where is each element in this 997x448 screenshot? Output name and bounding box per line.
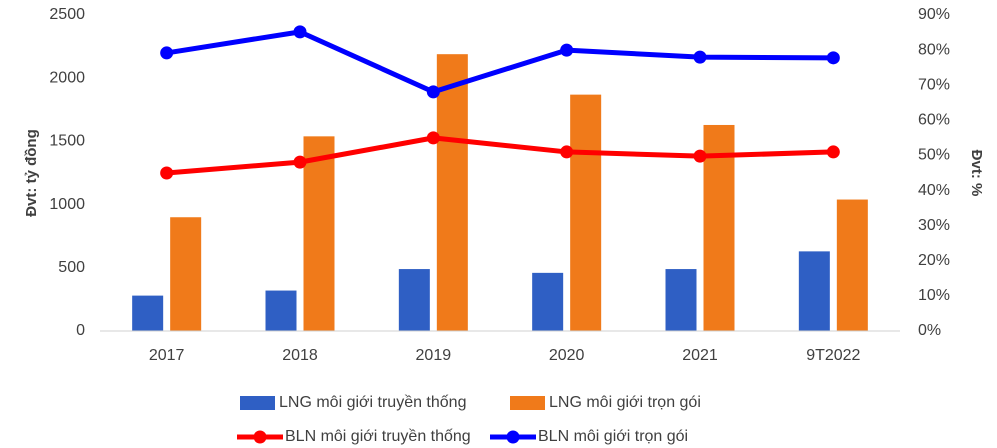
y2-tick-label: 70% (918, 76, 950, 93)
y-tick-label: 2000 (49, 69, 85, 86)
line (166, 135, 834, 176)
line-marker (426, 85, 440, 99)
line-marker (693, 50, 707, 64)
line-marker (293, 25, 307, 39)
x-tick-label: 2021 (682, 347, 718, 364)
bar (132, 295, 164, 331)
line (166, 29, 834, 95)
y-tick-label: 1000 (49, 196, 85, 213)
legend-label: LNG môi giới trọn gói (549, 394, 701, 411)
y2-tick-label: 0% (918, 322, 941, 339)
x-tick-label: 2019 (416, 347, 452, 364)
line-marker (293, 155, 307, 169)
bar (398, 269, 430, 331)
line-marker (426, 131, 440, 145)
y2-tick-label: 90% (918, 6, 950, 23)
bar (703, 124, 735, 331)
x-tick-label: 2020 (549, 347, 585, 364)
y-tick-label: 1500 (49, 133, 85, 150)
line-marker (826, 51, 840, 65)
y-tick-label: 500 (58, 259, 85, 276)
legend-marker (253, 430, 267, 444)
legend-swatch (240, 396, 275, 410)
line-marker (826, 145, 840, 159)
bar (436, 54, 468, 332)
y2-tick-label: 20% (918, 252, 950, 269)
line-marker (160, 166, 174, 180)
y2-tick-label: 40% (918, 182, 950, 199)
y2-axis-label: Đvt: % (968, 150, 985, 197)
x-tick-label: 2017 (149, 347, 185, 364)
legend-label: BLN môi giới truyền thống (285, 428, 471, 445)
line-marker (560, 145, 574, 159)
y2-tick-label: 30% (918, 217, 950, 234)
line-marker (160, 46, 174, 60)
legend-label: BLN môi giới trọn gói (538, 428, 688, 445)
y-axis-label: Đvt: tỷ đồng (23, 129, 40, 217)
bar (532, 272, 564, 331)
bar (303, 136, 335, 331)
legend-marker (506, 430, 520, 444)
line-marker (693, 149, 707, 163)
y2-tick-label: 10% (918, 287, 950, 304)
bar (836, 199, 868, 331)
y2-tick-label: 50% (918, 147, 950, 164)
x-tick-label: 2018 (282, 347, 318, 364)
bar (265, 290, 297, 331)
y-tick-label: 0 (76, 322, 85, 339)
bar (170, 217, 202, 331)
x-tick-label: 9T2022 (806, 347, 860, 364)
y2-tick-label: 60% (918, 112, 950, 129)
bar (798, 251, 830, 331)
legend-swatch (510, 396, 545, 410)
y2-tick-label: 80% (918, 41, 950, 58)
y-tick-label: 2500 (49, 6, 85, 23)
legend-label: LNG môi giới truyền thống (279, 394, 466, 411)
bar (570, 94, 602, 331)
line-marker (560, 43, 574, 57)
bar (665, 269, 697, 331)
